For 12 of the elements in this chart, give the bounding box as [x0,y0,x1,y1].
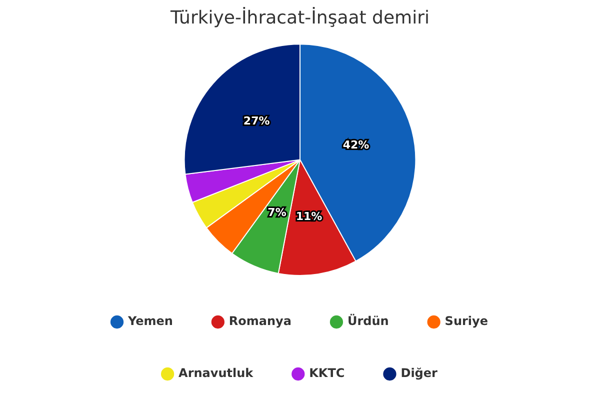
legend-label: Arnavutluk [178,366,254,380]
data-label: 7% [268,206,286,219]
legend-label: Suriye [444,314,488,328]
data-label: 42% [342,138,370,152]
legend-label: Romanya [228,314,292,328]
legend-label: KKTC [309,366,345,380]
data-label: 27% [243,114,270,128]
data-label: 11% [296,210,322,223]
legend-label: Ürdün [347,313,389,328]
legend-label: Diğer [400,366,438,380]
legend-label: Yemen [127,314,173,328]
chart-title: Türkiye-İhracat-İnşaat demiri [170,6,430,28]
